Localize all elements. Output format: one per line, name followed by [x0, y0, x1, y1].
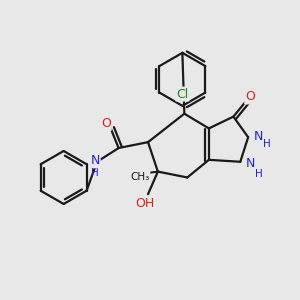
Text: O: O [101, 117, 111, 130]
Text: H: H [263, 139, 271, 149]
Text: CH₃: CH₃ [130, 172, 150, 182]
Text: O: O [245, 91, 255, 103]
Text: OH: OH [136, 197, 155, 211]
Text: Cl: Cl [176, 88, 188, 100]
Text: H: H [255, 169, 263, 178]
Text: N: N [90, 154, 100, 167]
Text: N: N [245, 157, 255, 170]
Text: N: N [253, 130, 263, 143]
Text: H: H [91, 168, 99, 178]
